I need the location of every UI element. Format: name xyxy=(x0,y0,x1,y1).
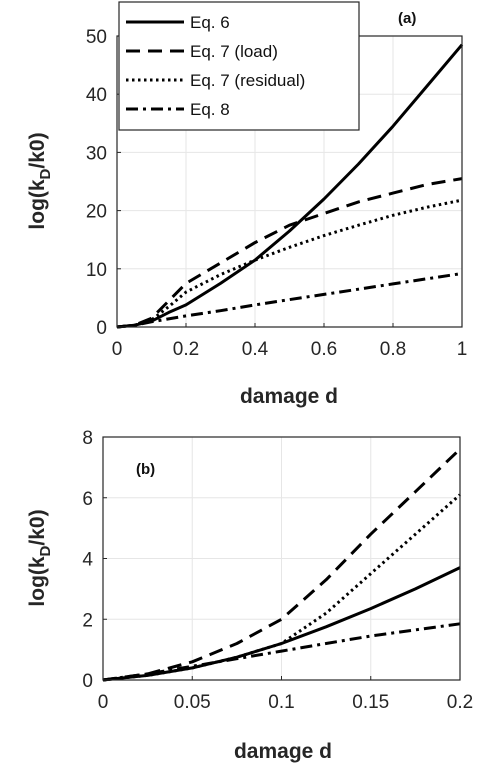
legend-label: Eq. 7 (load) xyxy=(190,42,278,61)
legend-label: Eq. 7 (residual) xyxy=(190,71,305,90)
legend-label: Eq. 8 xyxy=(190,100,230,119)
legend: Eq. 6 Eq. 7 (load) Eq. 7 (residual) Eq. 8 xyxy=(118,1,360,131)
panel-a-tag: (a) xyxy=(398,10,416,27)
y-tick-label: 20 xyxy=(86,202,107,223)
series-line-eq-7-residual xyxy=(116,198,463,329)
series-line-eq-7-load xyxy=(116,177,463,329)
y-tick-label: 30 xyxy=(86,143,107,164)
x-tick-label: 0.6 xyxy=(311,339,337,360)
x-tick-label: 0.05 xyxy=(174,692,211,713)
y-tick-label: 0 xyxy=(96,318,107,339)
series-line-eq-8 xyxy=(102,622,461,682)
x-tick-label: 0 xyxy=(98,692,109,713)
panel-b-ylabel: log(kD/k0) xyxy=(26,509,54,606)
series-line-eq-8 xyxy=(116,272,463,329)
series-line-eq-6 xyxy=(102,566,461,682)
panel-a-series xyxy=(116,43,464,329)
y-tick-label: 50 xyxy=(86,27,107,48)
y-tick-label: 40 xyxy=(86,85,107,106)
y-tick-label: 10 xyxy=(86,260,107,281)
panel-b: 0 0.05 0.1 0.15 0.2 0 2 4 6 8 (b) damage d log(kD… xyxy=(26,428,473,763)
x-tick-label: 0.1 xyxy=(268,692,294,713)
legend-label: Eq. 6 xyxy=(190,13,230,32)
y-tick-label: 6 xyxy=(82,489,93,510)
panel-b-xlabel: damage d xyxy=(234,740,332,763)
y-tick-label: 4 xyxy=(82,550,93,571)
panel-b-series xyxy=(102,448,462,682)
panel-a-ylabel: log(kD/k0) xyxy=(26,132,54,229)
x-tick-label: 0.8 xyxy=(380,339,406,360)
panel-b-tag: (b) xyxy=(136,461,155,478)
x-tick-label: 1 xyxy=(457,339,468,360)
series-line-eq-7-load xyxy=(102,448,462,682)
y-tick-label: 8 xyxy=(82,428,93,449)
y-tick-label: 2 xyxy=(82,610,93,631)
panel-b-ticks: 0 0.05 0.1 0.15 0.2 0 2 4 6 8 xyxy=(82,428,473,713)
x-tick-label: 0.2 xyxy=(173,339,199,360)
x-tick-label: 0.4 xyxy=(242,339,269,360)
y-tick-label: 0 xyxy=(82,671,93,692)
x-tick-label: 0.15 xyxy=(352,692,389,713)
x-tick-label: 0.2 xyxy=(447,692,473,713)
x-tick-label: 0 xyxy=(112,339,123,360)
panel-a-xlabel: damage d xyxy=(240,385,338,408)
